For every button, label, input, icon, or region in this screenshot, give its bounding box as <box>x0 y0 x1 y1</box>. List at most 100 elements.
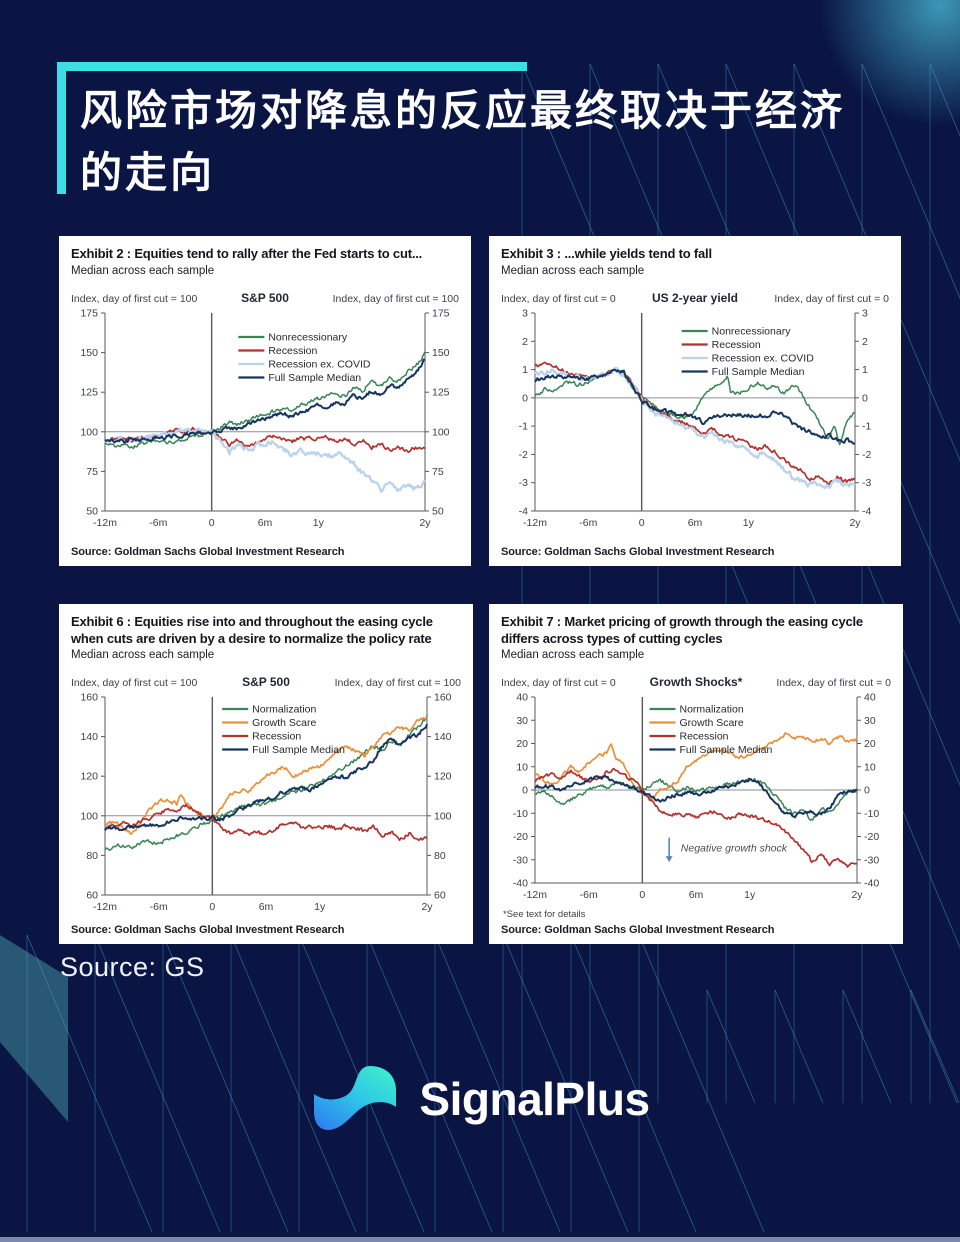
svg-text:-30: -30 <box>513 855 528 867</box>
left-axis-label: Index, day of first cut = 0 <box>501 677 616 690</box>
svg-text:175: 175 <box>80 307 98 319</box>
accent-bar-top <box>57 62 527 71</box>
bottom-edge-strip <box>0 1237 960 1242</box>
exhibit-3-panel: Exhibit 3 : ...while yields tend to fall… <box>489 236 901 566</box>
page-title-line1: 风险市场对降息的反应最终取决于经济 <box>80 87 846 134</box>
svg-text:-4: -4 <box>862 505 871 517</box>
left-axis-label: Index, day of first cut = 100 <box>71 677 198 690</box>
svg-text:Recession: Recession <box>252 731 301 743</box>
svg-text:-12m: -12m <box>93 901 117 913</box>
page-title-line2: 的走向 <box>80 149 216 196</box>
svg-text:Full Sample Median: Full Sample Median <box>679 744 772 756</box>
svg-text:Recession: Recession <box>679 731 728 743</box>
svg-text:-30: -30 <box>864 855 879 867</box>
svg-text:Negative growth shock: Negative growth shock <box>681 843 788 855</box>
svg-text:0: 0 <box>522 785 528 797</box>
exhibit-6-source: Source: Goldman Sachs Global Investment … <box>71 924 345 936</box>
svg-text:Normalization: Normalization <box>252 704 316 716</box>
exhibit-3-title: Exhibit 3 : ...while yields tend to fall <box>501 246 712 261</box>
headline-block: 风险市场对降息的反应最终取决于经济 的走向 <box>57 62 920 204</box>
exhibit-2-axis-header: Index, day of first cut = 100 S&P 500 In… <box>71 291 459 305</box>
svg-text:150: 150 <box>432 347 450 359</box>
svg-text:-4: -4 <box>519 505 528 517</box>
brand-lockup: SignalPlus <box>0 1062 960 1136</box>
svg-text:-10: -10 <box>513 808 528 820</box>
svg-text:-12m: -12m <box>523 889 547 901</box>
svg-text:80: 80 <box>86 850 98 862</box>
svg-text:100: 100 <box>432 426 450 438</box>
svg-text:-2: -2 <box>519 449 528 461</box>
chart-title: US 2-year yield <box>651 290 739 305</box>
svg-text:0: 0 <box>864 785 870 797</box>
svg-text:1y: 1y <box>743 517 755 529</box>
svg-text:160: 160 <box>434 692 452 704</box>
left-axis-label: Index, day of first cut = 100 <box>71 292 198 305</box>
svg-text:60: 60 <box>434 890 446 902</box>
signalplus-logo-icon <box>314 1066 397 1130</box>
svg-text:Full Sample Median: Full Sample Median <box>268 372 361 384</box>
svg-text:-3: -3 <box>519 477 528 489</box>
svg-text:-20: -20 <box>513 831 528 843</box>
svg-text:Full Sample Median: Full Sample Median <box>252 744 345 756</box>
svg-text:Recession: Recession <box>268 345 317 357</box>
svg-text:1y: 1y <box>744 889 756 901</box>
svg-text:100: 100 <box>80 426 98 438</box>
svg-text:2y: 2y <box>421 901 433 913</box>
svg-text:Growth Scare: Growth Scare <box>679 717 743 729</box>
svg-text:75: 75 <box>86 466 98 478</box>
exhibit-6-subtitle: Median across each sample <box>71 649 215 662</box>
svg-text:2y: 2y <box>419 517 431 529</box>
svg-text:6m: 6m <box>689 889 704 901</box>
svg-text:0: 0 <box>209 901 215 913</box>
svg-text:-6m: -6m <box>580 889 598 901</box>
svg-text:-3: -3 <box>862 477 871 489</box>
svg-text:-6m: -6m <box>149 517 167 529</box>
svg-text:Nonrecessionary: Nonrecessionary <box>268 331 348 343</box>
svg-text:Recession ex. COVID: Recession ex. COVID <box>712 352 815 364</box>
brand-name: SignalPlus <box>419 1073 650 1125</box>
exhibit-3-subtitle: Median across each sample <box>501 264 645 277</box>
exhibit-2-panel: Exhibit 2 : Equities tend to rally after… <box>59 236 471 566</box>
growth-shocks-chart: -40 -40 -30 -30 -20 -20 -10 -10 0 0 10 10 20 20 30 30 40… <box>513 692 880 902</box>
left-axis-label: Index, day of first cut = 0 <box>501 292 616 305</box>
us-2y-yield-chart: -4 -4 -3 -3 -2 -2 -1 -1 0 0 1 1 2 2 3 3 -12m -6m 0 6m 1y 2y No… <box>519 307 872 529</box>
chart-title: Growth Shocks* <box>649 675 743 690</box>
svg-text:150: 150 <box>80 347 98 359</box>
svg-text:0: 0 <box>862 392 868 404</box>
exhibit-2-title: Exhibit 2 : Equities tend to rally after… <box>71 246 423 261</box>
svg-text:Growth Scare: Growth Scare <box>252 717 316 729</box>
svg-text:-40: -40 <box>513 878 528 890</box>
chart-title: S&P 500 <box>242 675 290 690</box>
svg-text:-12m: -12m <box>93 517 117 529</box>
svg-text:30: 30 <box>864 715 876 727</box>
svg-text:10: 10 <box>864 762 876 774</box>
exhibit-6-axis-header: Index, day of first cut = 100 S&P 500 In… <box>71 675 461 689</box>
svg-text:2y: 2y <box>849 517 861 529</box>
exhibit-7-subtitle: Median across each sample <box>501 649 645 662</box>
exhibit-7-panel: Exhibit 7 : Market pricing of growth thr… <box>489 604 903 944</box>
svg-text:0: 0 <box>522 392 528 404</box>
right-axis-label: Index, day of first cut = 100 <box>334 677 461 690</box>
svg-text:-6m: -6m <box>579 517 597 529</box>
chart-title: S&P 500 <box>241 290 289 305</box>
exhibit-2-source: Source: Goldman Sachs Global Investment … <box>71 546 345 558</box>
svg-text:3: 3 <box>522 307 528 319</box>
svg-text:50: 50 <box>432 505 444 517</box>
svg-text:20: 20 <box>864 738 876 750</box>
svg-text:-40: -40 <box>864 878 879 890</box>
right-axis-label: Index, day of first cut = 0 <box>774 292 889 305</box>
svg-text:30: 30 <box>516 715 528 727</box>
exhibit-7-title: Exhibit 7 : Market pricing of growth thr… <box>501 614 863 646</box>
exhibit-7-source: Source: Goldman Sachs Global Investment … <box>501 924 775 936</box>
svg-text:40: 40 <box>864 692 876 704</box>
svg-text:-6m: -6m <box>150 901 168 913</box>
exhibit-3-source: Source: Goldman Sachs Global Investment … <box>501 546 775 558</box>
sp500-cut-chart: 50 50 75 75 100 100 125 125 150 150 175 175 -12m -6m 0… <box>80 307 450 529</box>
svg-text:Recession ex. COVID: Recession ex. COVID <box>268 358 371 370</box>
svg-text:60: 60 <box>86 890 98 902</box>
svg-text:Recession: Recession <box>712 339 761 351</box>
accent-bar-left <box>57 62 66 194</box>
svg-text:6m: 6m <box>258 517 273 529</box>
svg-text:50: 50 <box>86 505 98 517</box>
svg-text:20: 20 <box>516 738 528 750</box>
